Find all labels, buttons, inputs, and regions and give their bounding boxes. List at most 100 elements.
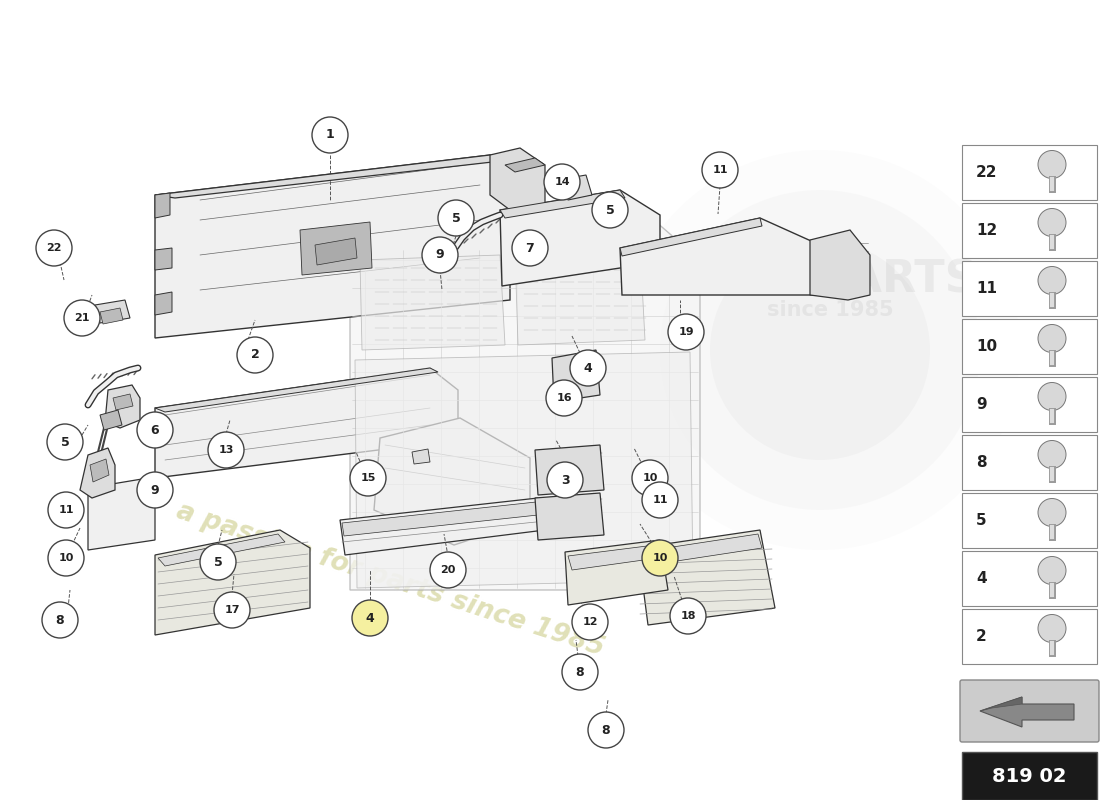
Polygon shape	[412, 449, 430, 464]
Polygon shape	[315, 238, 358, 265]
Bar	[962, 752, 1097, 800]
Circle shape	[48, 492, 84, 528]
Text: a passion for parts since 1985: a passion for parts since 1985	[173, 498, 607, 662]
Circle shape	[36, 230, 72, 266]
Circle shape	[1038, 498, 1066, 526]
Polygon shape	[80, 448, 116, 498]
Polygon shape	[360, 255, 505, 350]
Polygon shape	[90, 459, 109, 482]
Polygon shape	[640, 534, 762, 566]
Text: 21: 21	[75, 313, 90, 323]
Circle shape	[1038, 557, 1066, 585]
Polygon shape	[490, 148, 544, 210]
Text: 9: 9	[151, 483, 160, 497]
Polygon shape	[552, 350, 600, 402]
Text: 1: 1	[326, 129, 334, 142]
FancyBboxPatch shape	[960, 680, 1099, 742]
Bar	[962, 435, 1097, 490]
Text: 10: 10	[58, 553, 74, 563]
Text: 19: 19	[679, 327, 694, 337]
Text: since 1985: since 1985	[767, 300, 893, 320]
Polygon shape	[515, 245, 645, 345]
Circle shape	[702, 152, 738, 188]
Polygon shape	[155, 368, 458, 478]
Text: 10: 10	[976, 339, 997, 354]
Text: 10: 10	[652, 553, 668, 563]
Text: 4: 4	[584, 362, 593, 374]
Text: 11: 11	[976, 281, 997, 296]
Polygon shape	[355, 352, 693, 588]
Text: 11: 11	[58, 505, 74, 515]
Polygon shape	[300, 222, 372, 275]
Text: 8: 8	[575, 666, 584, 678]
Polygon shape	[340, 498, 544, 555]
Polygon shape	[155, 248, 172, 270]
Circle shape	[312, 117, 348, 153]
Polygon shape	[505, 158, 544, 172]
Text: 8: 8	[602, 723, 610, 737]
Text: 2: 2	[976, 629, 987, 644]
Polygon shape	[155, 292, 172, 315]
Text: 5: 5	[60, 435, 69, 449]
Text: 6: 6	[151, 423, 160, 437]
Text: 18: 18	[680, 611, 695, 621]
Circle shape	[64, 300, 100, 336]
Bar	[962, 203, 1097, 258]
Polygon shape	[88, 478, 155, 550]
Text: 11: 11	[713, 165, 728, 175]
Polygon shape	[104, 385, 140, 428]
Circle shape	[430, 552, 466, 588]
Polygon shape	[558, 175, 592, 200]
Text: ELITAPARTS: ELITAPARTS	[683, 258, 978, 302]
Circle shape	[42, 602, 78, 638]
Bar	[962, 319, 1097, 374]
Bar	[962, 145, 1097, 200]
Polygon shape	[565, 540, 668, 605]
Circle shape	[438, 200, 474, 236]
Polygon shape	[620, 218, 762, 256]
Circle shape	[48, 540, 84, 576]
Circle shape	[422, 237, 458, 273]
Circle shape	[642, 482, 678, 518]
Text: 10: 10	[642, 473, 658, 483]
Circle shape	[544, 164, 580, 200]
Polygon shape	[980, 697, 1022, 711]
Circle shape	[632, 460, 668, 496]
Text: 7: 7	[526, 242, 535, 254]
Text: 4: 4	[976, 571, 987, 586]
Text: 8: 8	[56, 614, 64, 626]
Circle shape	[668, 314, 704, 350]
Text: 12: 12	[976, 223, 998, 238]
Polygon shape	[155, 368, 438, 412]
Text: 17: 17	[224, 605, 240, 615]
Polygon shape	[638, 530, 776, 625]
Text: 20: 20	[440, 565, 455, 575]
Bar	[962, 609, 1097, 664]
Polygon shape	[155, 193, 170, 218]
Polygon shape	[342, 502, 538, 536]
Circle shape	[660, 190, 980, 510]
Text: 14: 14	[554, 177, 570, 187]
Text: 2: 2	[251, 349, 260, 362]
Circle shape	[1038, 266, 1066, 294]
Polygon shape	[535, 493, 604, 540]
Circle shape	[200, 544, 236, 580]
Circle shape	[350, 460, 386, 496]
Circle shape	[572, 604, 608, 640]
Polygon shape	[350, 208, 700, 590]
Circle shape	[47, 424, 82, 460]
Circle shape	[592, 192, 628, 228]
Text: 22: 22	[976, 165, 998, 180]
Polygon shape	[535, 445, 604, 495]
Polygon shape	[980, 697, 1074, 727]
Circle shape	[236, 337, 273, 373]
Text: 5: 5	[606, 203, 615, 217]
Circle shape	[512, 230, 548, 266]
Polygon shape	[155, 155, 510, 338]
Circle shape	[208, 432, 244, 468]
Circle shape	[1038, 614, 1066, 642]
Circle shape	[1038, 441, 1066, 469]
Circle shape	[214, 592, 250, 628]
Text: 9: 9	[976, 397, 987, 412]
Circle shape	[1038, 150, 1066, 178]
